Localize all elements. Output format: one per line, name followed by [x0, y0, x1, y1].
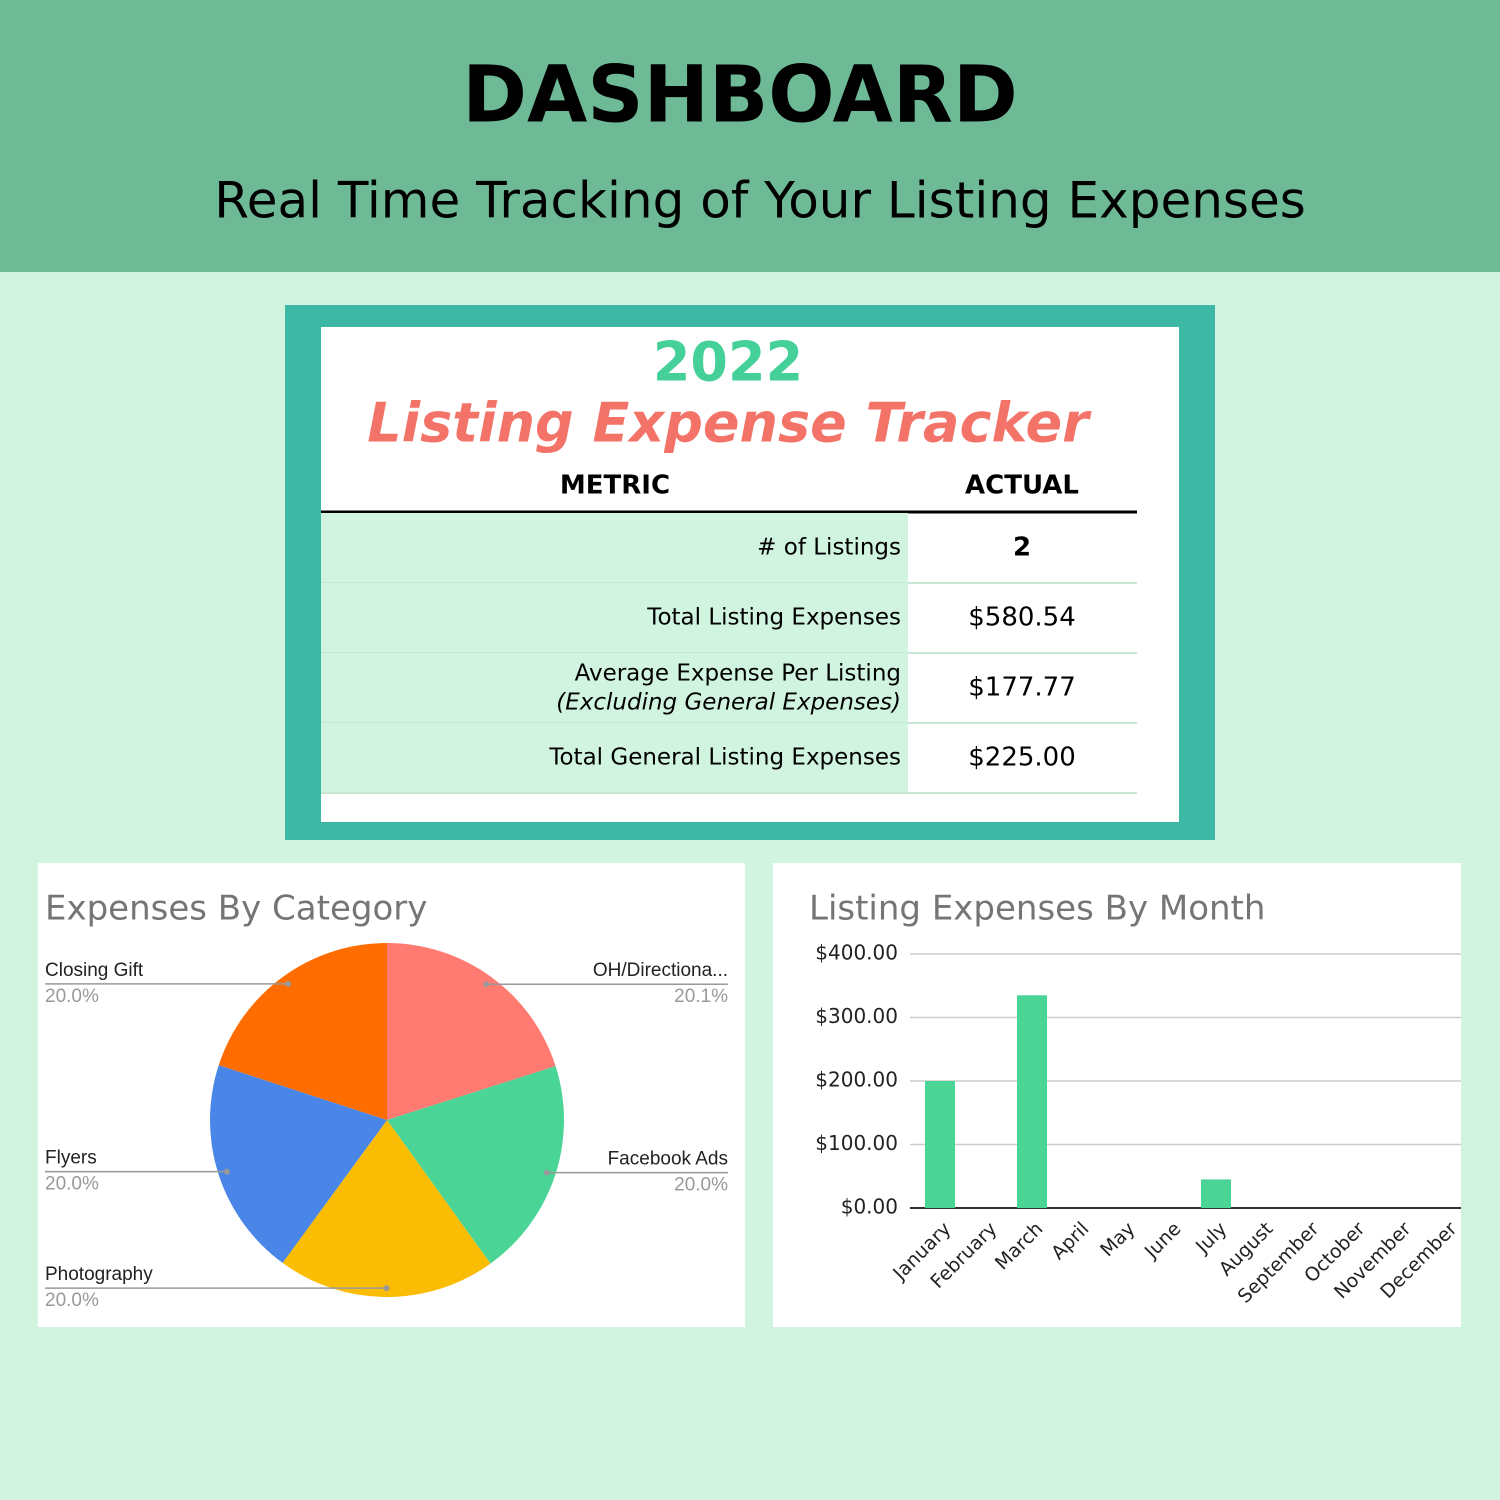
- leader-dot: [285, 980, 292, 987]
- actual-value: $177.77: [968, 673, 1076, 703]
- chart-title: Listing Expenses By Month: [809, 889, 1265, 929]
- actual-value: $225.00: [968, 743, 1076, 773]
- metric-label: Average Expense Per Listing: [575, 661, 901, 687]
- leader-dot: [483, 981, 490, 988]
- bar: [1017, 995, 1047, 1208]
- slice-label: Facebook Ads: [608, 1149, 728, 1170]
- slice-percent: 20.1%: [674, 986, 728, 1007]
- tracker-title: Listing Expense Tracker: [367, 392, 1092, 455]
- metric-label: Total Listing Expenses: [646, 605, 901, 631]
- metric-cell: [321, 583, 908, 652]
- actual-value: $580.54: [968, 603, 1076, 633]
- slice-percent: 20.0%: [674, 1175, 728, 1196]
- slice-percent: 20.0%: [45, 986, 99, 1007]
- pie-slice: [387, 943, 556, 1120]
- pie-slice: [282, 1120, 491, 1297]
- page-subtitle: Real Time Tracking of Your Listing Expen…: [214, 172, 1306, 230]
- metric-cell: [321, 653, 908, 722]
- header-band: [0, 0, 1500, 272]
- actual-value: 2: [1013, 533, 1031, 563]
- column-header: METRIC: [560, 471, 670, 501]
- slice-label: Closing Gift: [45, 960, 144, 981]
- tracker-year: 2022: [653, 331, 803, 394]
- leader-dot: [383, 1285, 390, 1292]
- metric-cell: [321, 513, 908, 582]
- metric-cell: [321, 723, 908, 792]
- column-header: ACTUAL: [965, 471, 1079, 501]
- y-tick-label: $100.00: [815, 1131, 898, 1155]
- page-title: DASHBOARD: [462, 50, 1017, 140]
- y-tick-label: $300.00: [815, 1004, 898, 1028]
- leader-dot: [223, 1168, 230, 1175]
- metric-label: Total General Listing Expenses: [548, 745, 901, 771]
- bar: [1201, 1179, 1231, 1208]
- slice-label: Photography: [45, 1264, 153, 1285]
- bar-panel: [773, 863, 1461, 1327]
- y-tick-label: $400.00: [815, 941, 898, 965]
- metric-note: (Excluding General Expenses): [556, 690, 901, 716]
- leader-dot: [543, 1169, 550, 1176]
- slice-label: OH/Directiona...: [593, 960, 728, 981]
- slice-percent: 20.0%: [45, 1290, 99, 1311]
- y-tick-label: $0.00: [841, 1195, 898, 1219]
- chart-title: Expenses By Category: [45, 889, 427, 929]
- pie-slice: [218, 943, 387, 1120]
- bar: [925, 1081, 955, 1208]
- pie-slice: [387, 1066, 564, 1264]
- slice-percent: 20.0%: [45, 1174, 99, 1195]
- slice-label: Flyers: [45, 1148, 97, 1169]
- metric-label: # of Listings: [757, 535, 901, 561]
- y-tick-label: $200.00: [815, 1068, 898, 1092]
- pie-slice: [210, 1065, 387, 1263]
